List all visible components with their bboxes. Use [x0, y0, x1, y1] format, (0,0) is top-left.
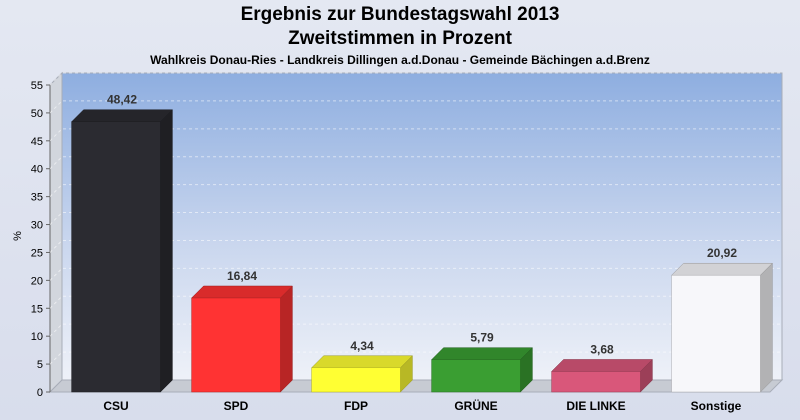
y-tick-label: 45 [31, 136, 43, 148]
bar-value-label: 5,79 [470, 331, 494, 345]
bar-front [191, 297, 281, 393]
bar-grüne [430, 347, 534, 393]
bar-value-label: 3,68 [590, 342, 614, 356]
back-wall [61, 72, 783, 381]
side-wall [49, 71, 63, 394]
bar-value-label: 20,92 [707, 246, 737, 260]
bar-value-label: 48,42 [107, 93, 137, 107]
bar-sonstige [670, 262, 774, 393]
y-tick-label: 35 [31, 192, 43, 204]
y-tick-label: 30 [31, 220, 43, 232]
bar-spd [190, 285, 294, 393]
bar-side [280, 285, 293, 393]
bar-front [551, 371, 641, 393]
y-tick-label: 25 [31, 247, 43, 259]
bar-top [310, 355, 414, 369]
y-tick-label: 15 [31, 303, 43, 315]
y-tick-label: 40 [31, 164, 43, 176]
x-tick-label: GRÜNE [454, 398, 497, 413]
bar-front [431, 359, 521, 393]
bar-top [430, 347, 534, 360]
y-axis-label: % [12, 231, 24, 241]
y-tick-label: 5 [37, 359, 43, 371]
x-tick-label: Sonstige [691, 399, 742, 413]
bar-side [760, 262, 773, 393]
y-tick-label: 10 [31, 331, 43, 343]
bar-value-label: 4,34 [350, 339, 374, 353]
y-tick-label: 55 [31, 80, 43, 92]
x-tick-label: FDP [344, 399, 368, 413]
x-tick-label: DIE LINKE [566, 399, 625, 413]
bar-top [190, 285, 294, 299]
x-tick-label: SPD [224, 399, 249, 413]
bar-top [70, 109, 174, 122]
bar-side [160, 109, 173, 393]
x-tick-label: CSU [103, 399, 128, 413]
chart-title: Ergebnis zur Bundestagswahl 2013 [240, 4, 560, 25]
bar-top [550, 359, 654, 372]
bar-front [311, 367, 401, 393]
bar-fdp [310, 355, 414, 393]
y-tick-label: 0 [37, 387, 43, 399]
bar-csu [70, 109, 174, 393]
chart-subtitle: Wahlkreis Donau-Ries - Landkreis Dilling… [150, 53, 650, 67]
bar-front [671, 274, 761, 393]
bar-die-linke [550, 358, 654, 393]
bar-top [670, 262, 774, 276]
chart-title-line2: Zweitstimmen in Prozent [288, 28, 512, 49]
y-tick-label: 50 [31, 108, 43, 120]
bar-front [71, 121, 161, 393]
bars: 48,42 CSU 16,84 SPD 4,34 FDP 5,79 GRÜNE 3,68 DIE … [70, 93, 774, 413]
bar-value-label: 16,84 [227, 269, 257, 283]
y-tick-label: 20 [31, 275, 43, 287]
